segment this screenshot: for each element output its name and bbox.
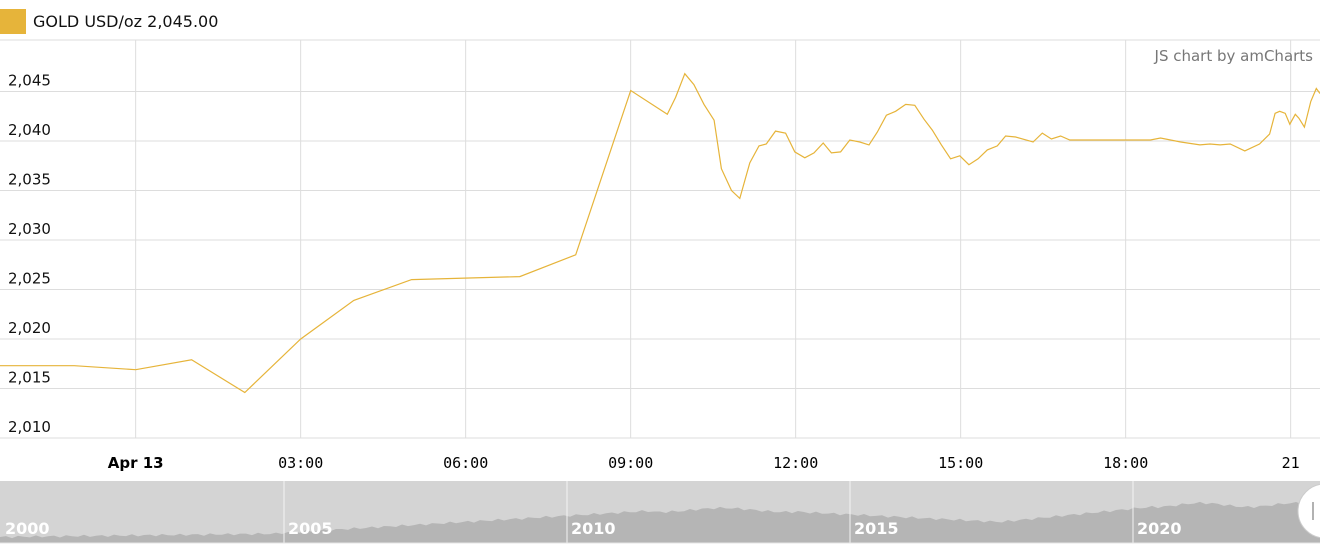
y-tick-label: 2,010 [8,418,51,436]
y-axis: 2,010 2,015 2,020 2,025 2,030 2,035 2,040 2,045 [8,71,51,436]
navigator-grip-handle[interactable] [1297,483,1320,539]
navigator-series-area [0,501,1320,543]
x-tick-label: 15:00 [938,454,983,472]
navigator-year-label: 2000 [5,519,50,538]
x-tick-label: 03:00 [278,454,323,472]
navigator-year-label: 2005 [288,519,333,538]
y-tick-label: 2,030 [8,220,51,238]
y-tick-label: 2,015 [8,368,51,386]
navigator-year-label: 2020 [1137,519,1182,538]
x-tick-label: 06:00 [443,454,488,472]
legend-label: GOLD USD/oz 2,045.00 [33,11,219,31]
y-tick-label: 2,035 [8,170,51,188]
x-tick-label: 12:00 [773,454,818,472]
x-tick-label: 18:00 [1103,454,1148,472]
navigator-year-label: 2010 [571,519,616,538]
y-tick-label: 2,020 [8,319,51,337]
series-line-gold [0,72,1320,394]
navigator-year-label: 2015 [854,519,899,538]
x-axis: Apr 13 03:00 06:00 09:00 12:00 15:00 18:00 21 [108,454,1300,472]
y-tick-label: 2,045 [8,71,51,89]
x-tick-label: Apr 13 [108,454,164,472]
y-tick-label: 2,025 [8,269,51,287]
x-tick-label: 09:00 [608,454,653,472]
amcharts-credit[interactable]: JS chart by amCharts [1154,47,1314,65]
y-tick-label: 2,040 [8,121,51,139]
x-tick-label: 21 [1282,454,1300,472]
legend[interactable]: GOLD USD/oz 2,045.00 [0,8,218,34]
grid [0,39,1320,439]
legend-swatch [0,8,26,34]
navigator-scrollbar[interactable]: 2000 2005 2010 2015 2020 [0,481,1320,544]
